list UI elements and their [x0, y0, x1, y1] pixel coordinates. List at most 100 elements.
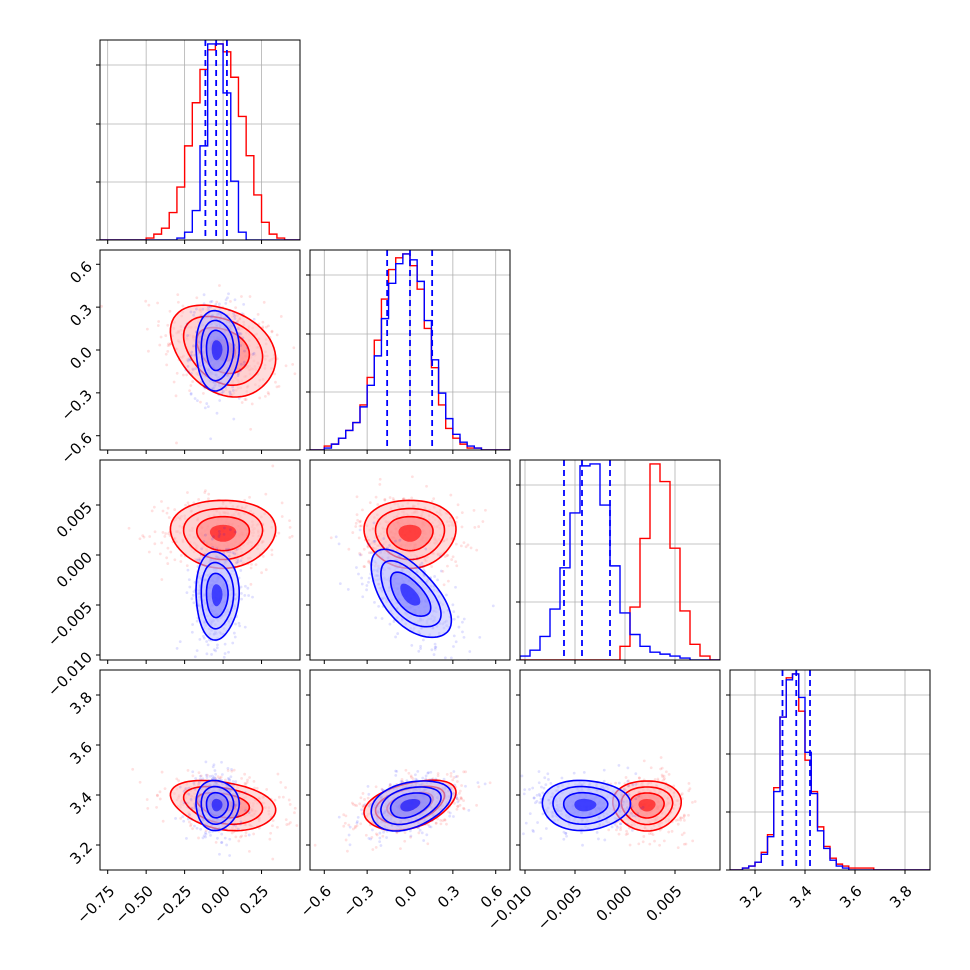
- scatter-point: [614, 781, 618, 785]
- scatter-point: [451, 603, 455, 607]
- scatter-point: [361, 812, 365, 816]
- scatter-point: [477, 785, 481, 789]
- scatter-point: [241, 666, 244, 669]
- scatter-point: [195, 619, 199, 623]
- scatter-point: [627, 793, 631, 796]
- scatter-point: [194, 367, 197, 371]
- scatter-point: [371, 848, 375, 851]
- scatter-point: [160, 541, 164, 545]
- scatter-point: [581, 843, 584, 847]
- scatter-point: [243, 791, 247, 794]
- scatter-point: [158, 343, 162, 347]
- scatter-point: [256, 312, 260, 316]
- scatter-point: [205, 640, 209, 643]
- scatter-point: [442, 583, 446, 587]
- scatter-point: [616, 826, 620, 829]
- scatter-point: [187, 370, 191, 374]
- scatter-point: [430, 500, 434, 503]
- scatter-point: [415, 557, 419, 561]
- x-tick-label: 0.00: [197, 882, 233, 918]
- scatter-point: [410, 475, 414, 479]
- scatter-point: [203, 386, 207, 390]
- scatter-point: [658, 843, 661, 847]
- scatter-point: [250, 562, 253, 566]
- scatter-point: [362, 547, 366, 551]
- scatter-point: [348, 843, 352, 847]
- scatter-point: [418, 828, 422, 832]
- blue-histogram-step: [310, 253, 510, 450]
- scatter-point: [217, 302, 221, 306]
- scatter-point: [382, 830, 385, 834]
- scatter-point: [334, 535, 338, 539]
- scatter-point: [343, 821, 347, 825]
- scatter-point: [459, 544, 463, 548]
- scatter-point: [451, 778, 455, 782]
- scatter-point: [351, 531, 355, 534]
- scatter-point: [210, 300, 214, 303]
- scatter-point: [424, 547, 428, 551]
- scatter-point: [156, 324, 160, 327]
- scatter-point: [243, 498, 247, 502]
- scatter-point: [218, 776, 222, 780]
- scatter-point: [427, 771, 430, 774]
- scatter-point: [454, 640, 458, 644]
- scatter-point: [460, 525, 464, 529]
- scatter-point: [262, 300, 266, 304]
- scatter-point: [373, 600, 376, 604]
- scatter-point: [626, 832, 630, 836]
- scatter-point: [156, 794, 159, 798]
- scatter-point: [377, 604, 381, 608]
- scatter-point: [353, 825, 357, 828]
- scatter-point: [337, 815, 341, 819]
- scatter-point: [227, 777, 231, 781]
- y-tick-label: −0.3: [58, 386, 96, 424]
- scatter-point: [217, 393, 221, 397]
- scatter-point: [375, 832, 378, 836]
- scatter-point: [166, 323, 170, 327]
- scatter-point: [403, 831, 407, 835]
- scatter-point: [239, 369, 242, 372]
- scatter-point: [204, 835, 207, 839]
- scatter-point: [271, 824, 274, 828]
- scatter-point: [205, 776, 209, 779]
- scatter-point: [175, 646, 179, 650]
- scatter-point: [277, 531, 281, 535]
- scatter-point: [619, 826, 622, 829]
- scatter-point: [360, 576, 363, 580]
- scatter-point: [201, 661, 204, 664]
- scatter-point: [429, 825, 433, 829]
- scatter-point: [187, 792, 191, 796]
- panel-content: [310, 250, 510, 450]
- scatter-point: [239, 332, 243, 336]
- scatter-point: [227, 554, 231, 558]
- scatter-point: [240, 295, 243, 298]
- scatter-point: [251, 352, 255, 356]
- scatter-point: [237, 372, 240, 376]
- scatter-point: [238, 624, 242, 628]
- scatter-point: [264, 492, 268, 496]
- scatter-point: [288, 536, 292, 539]
- scatter-point: [223, 836, 227, 840]
- scatter-point: [240, 834, 244, 838]
- scatter-point: [631, 828, 634, 832]
- y-tick-label: 3.2: [66, 838, 96, 868]
- scatter-point: [464, 545, 468, 549]
- scatter-point: [215, 547, 218, 551]
- scatter-point: [528, 788, 531, 791]
- scatter-point: [231, 780, 235, 783]
- scatter-point: [220, 391, 224, 395]
- scatter-point: [374, 616, 378, 620]
- scatter-point: [203, 406, 207, 410]
- scatter-point: [434, 645, 438, 649]
- scatter-point: [442, 777, 446, 781]
- scatter-point: [228, 528, 232, 532]
- scatter-point: [189, 392, 193, 396]
- scatter-point: [270, 548, 274, 552]
- x-tick-label: −0.75: [73, 882, 118, 927]
- scatter-point: [224, 298, 228, 302]
- scatter-point: [178, 785, 182, 789]
- scatter-point: [187, 578, 191, 582]
- scatter-point: [165, 511, 169, 515]
- scatter-point: [231, 389, 235, 392]
- scatter-point: [222, 526, 226, 530]
